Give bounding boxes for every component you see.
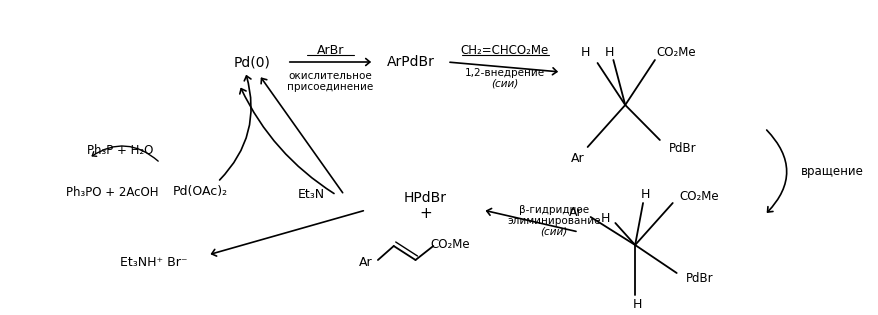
Text: β-гидридное: β-гидридное	[518, 205, 588, 215]
Text: вращение: вращение	[801, 165, 863, 179]
Text: CO₂Me: CO₂Me	[679, 191, 718, 203]
Text: Ar: Ar	[359, 255, 372, 268]
Text: Pd(0): Pd(0)	[234, 55, 270, 69]
Text: Ar: Ar	[571, 152, 584, 164]
Text: +: +	[419, 205, 431, 220]
Text: Et₃N: Et₃N	[298, 188, 325, 202]
Text: 1,2-внедрение: 1,2-внедрение	[464, 68, 544, 78]
Text: Et₃NH⁺ Br⁻: Et₃NH⁺ Br⁻	[119, 255, 187, 268]
Text: CH₂=CHCO₂Me: CH₂=CHCO₂Me	[460, 43, 548, 56]
Text: H: H	[604, 47, 614, 60]
Text: ArPdBr: ArPdBr	[386, 55, 434, 69]
Text: (сии): (сии)	[540, 227, 567, 237]
Text: CO₂Me: CO₂Me	[430, 238, 470, 250]
Text: HPdBr: HPdBr	[404, 191, 446, 205]
Text: (сии): (сии)	[490, 79, 518, 89]
Text: H: H	[600, 213, 609, 226]
Text: Pd(OAc)₂: Pd(OAc)₂	[172, 186, 227, 198]
Text: H: H	[631, 299, 641, 312]
Text: H: H	[580, 47, 590, 60]
Text: элиминирование: элиминирование	[507, 216, 600, 226]
Text: ArBr: ArBr	[316, 43, 343, 56]
Text: Ar: Ar	[568, 207, 582, 220]
Text: PdBr: PdBr	[668, 141, 695, 154]
Text: присоединение: присоединение	[287, 82, 373, 92]
Text: Ph₃PO + 2AcOH: Ph₃PO + 2AcOH	[66, 186, 159, 198]
Text: CO₂Me: CO₂Me	[656, 47, 695, 60]
Text: H: H	[639, 188, 649, 202]
Text: Ph₃P + H₂O: Ph₃P + H₂O	[86, 144, 153, 157]
Text: окислительное: окислительное	[288, 71, 372, 81]
Text: PdBr: PdBr	[685, 272, 712, 285]
